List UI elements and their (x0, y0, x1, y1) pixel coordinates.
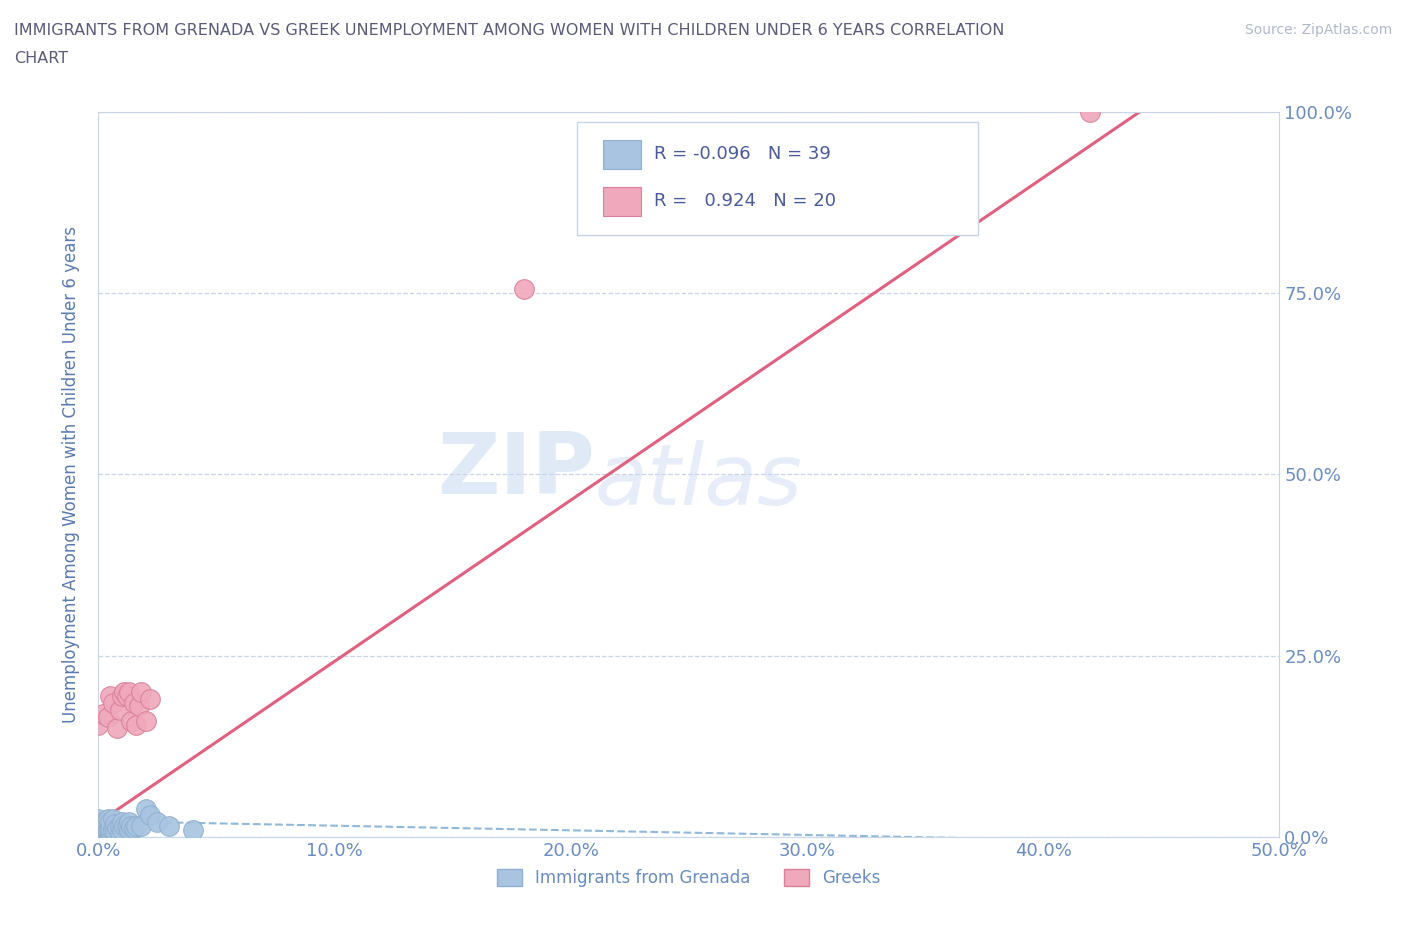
Point (111, 688, 134, 703)
FancyBboxPatch shape (603, 187, 641, 216)
Point (87, 826, 110, 841)
Point (112, 684, 135, 699)
Point (512, 282, 534, 297)
Text: CHART: CHART (14, 51, 67, 66)
Point (104, 817, 127, 831)
Point (101, 811, 124, 827)
Point (111, 815, 134, 830)
Point (128, 699, 150, 714)
Point (181, 822, 204, 837)
Text: Source: ZipAtlas.com: Source: ZipAtlas.com (1244, 23, 1392, 37)
Point (101, 696, 124, 711)
Point (87, 811, 110, 827)
Point (97, 811, 120, 827)
Text: atlas: atlas (595, 440, 803, 523)
Point (121, 818, 143, 833)
Point (125, 818, 148, 833)
Point (98, 820, 121, 835)
Point (118, 822, 141, 837)
Point (115, 818, 138, 833)
Point (146, 815, 169, 830)
Point (125, 717, 148, 732)
Point (139, 808, 162, 823)
Point (98, 828, 121, 843)
Y-axis label: Unemployment Among Women with Children Under 6 years: Unemployment Among Women with Children U… (62, 226, 80, 723)
Point (104, 824, 127, 839)
Text: ZIP: ZIP (437, 429, 595, 512)
Point (121, 713, 143, 728)
Point (118, 815, 141, 830)
Point (157, 818, 180, 833)
Point (91, 822, 114, 837)
Point (1080, 104, 1102, 119)
Point (94, 822, 117, 837)
Point (94, 826, 117, 841)
Point (112, 818, 135, 833)
Point (139, 692, 162, 707)
Point (87, 818, 110, 833)
Point (111, 822, 134, 837)
Text: IMMIGRANTS FROM GRENADA VS GREEK UNEMPLOYMENT AMONG WOMEN WITH CHILDREN UNDER 6 : IMMIGRANTS FROM GRENADA VS GREEK UNEMPLO… (14, 23, 1004, 38)
Point (122, 821, 145, 836)
Point (135, 713, 157, 728)
Point (91, 706, 114, 721)
Point (108, 826, 131, 841)
FancyBboxPatch shape (576, 123, 979, 235)
Point (108, 703, 131, 718)
Point (94, 815, 117, 830)
Legend: Immigrants from Grenada, Greeks: Immigrants from Grenada, Greeks (491, 862, 887, 894)
Point (122, 696, 145, 711)
Point (129, 818, 152, 833)
Point (98, 688, 121, 703)
Text: R =   0.924   N = 20: R = 0.924 N = 20 (654, 193, 835, 210)
Point (129, 684, 152, 699)
Point (97, 826, 120, 841)
Point (97, 710, 120, 724)
Text: R = -0.096   N = 39: R = -0.096 N = 39 (654, 145, 831, 164)
FancyBboxPatch shape (603, 140, 641, 169)
Point (135, 802, 157, 817)
Point (101, 822, 124, 837)
Point (87, 717, 110, 732)
Point (118, 684, 141, 699)
Point (115, 688, 138, 703)
Point (98, 824, 121, 839)
Point (90, 826, 112, 841)
Point (91, 815, 114, 830)
Point (108, 818, 131, 833)
Point (90, 818, 112, 833)
Point (105, 821, 128, 836)
Point (98, 815, 121, 830)
Point (97, 822, 120, 837)
Point (105, 721, 128, 736)
